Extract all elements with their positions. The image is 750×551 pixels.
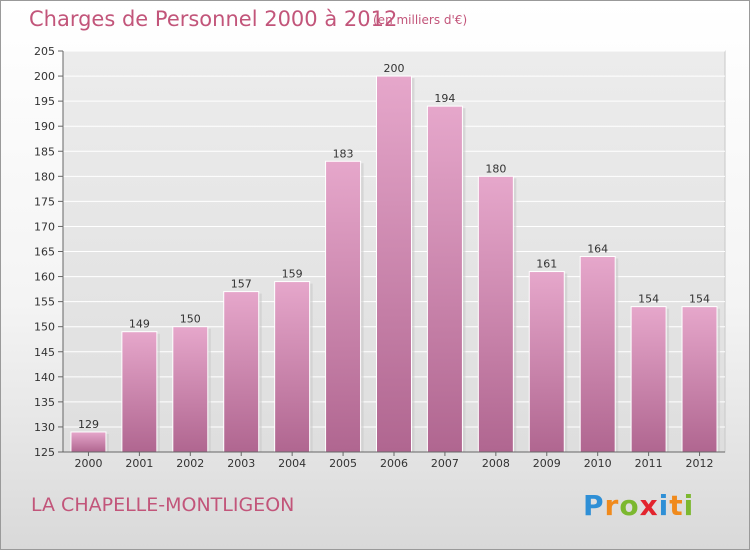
y-tick-label: 145: [34, 346, 55, 359]
bar-2006: [376, 75, 412, 453]
data-label: 154: [689, 293, 710, 306]
y-tick-label: 190: [34, 120, 55, 133]
chart-title: Charges de Personnel 2000 à 2012: [29, 7, 398, 31]
data-label: 149: [129, 318, 150, 331]
data-label: 161: [536, 258, 557, 271]
logo-letter: i: [683, 489, 695, 522]
x-tick-label: 2006: [380, 457, 408, 470]
y-tick-label: 175: [34, 195, 55, 208]
bar-2005: [325, 160, 362, 453]
bar-2003: [223, 291, 260, 453]
y-tick-label: 195: [34, 95, 55, 108]
proxiti-logo: Proxiti: [583, 489, 694, 522]
data-label: 183: [333, 147, 354, 160]
y-tick-label: 180: [34, 170, 55, 183]
y-tick-label: 125: [34, 446, 55, 459]
y-tick-label: 205: [34, 45, 55, 58]
x-tick-label: 2004: [278, 457, 306, 470]
logo-letter: o: [619, 489, 640, 522]
y-tick-label: 150: [34, 321, 55, 334]
data-label: 150: [180, 313, 201, 326]
x-tick-label: 2008: [482, 457, 510, 470]
data-label: 159: [282, 268, 303, 281]
bar-2004: [274, 281, 311, 453]
y-tick-label: 130: [34, 421, 55, 434]
x-tick-label: 2002: [176, 457, 204, 470]
y-tick-label: 200: [34, 70, 55, 83]
y-tick-label: 185: [34, 145, 55, 158]
bar-2007: [426, 105, 463, 453]
data-label: 164: [587, 243, 608, 256]
bar-2011: [630, 306, 667, 453]
x-tick-label: 2011: [635, 457, 663, 470]
y-tick-label: 135: [34, 396, 55, 409]
logo-letter: t: [669, 489, 684, 522]
y-tick-label: 155: [34, 296, 55, 309]
bar-2010: [579, 256, 616, 453]
x-tick-label: 2010: [584, 457, 612, 470]
x-tick-label: 2001: [125, 457, 153, 470]
data-label: 157: [231, 278, 252, 291]
x-tick-label: 2000: [74, 457, 102, 470]
data-label: 180: [485, 162, 506, 175]
data-label: 129: [78, 418, 99, 431]
bar-2002: [172, 326, 209, 453]
data-label: 200: [384, 62, 405, 75]
bar-2001: [121, 331, 158, 453]
commune-name: LA CHAPELLE-MONTLIGEON: [31, 494, 295, 516]
bar-2009: [528, 271, 565, 453]
x-tick-label: 2009: [533, 457, 561, 470]
y-tick-label: 140: [34, 371, 55, 384]
bar-2000: [70, 431, 107, 453]
x-tick-label: 2003: [227, 457, 255, 470]
y-tick-label: 165: [34, 246, 55, 259]
logo-letter: r: [604, 489, 620, 522]
y-tick-label: 160: [34, 271, 55, 284]
x-tick-label: 2007: [431, 457, 459, 470]
logo-letter: x: [639, 489, 659, 522]
chart-subtitle: (en milliers d'€): [373, 13, 468, 27]
logo-letter: i: [658, 489, 670, 522]
bar-2012: [681, 306, 718, 453]
x-tick-label: 2012: [686, 457, 714, 470]
bar-2008: [477, 175, 514, 453]
x-tick-label: 2005: [329, 457, 357, 470]
data-label: 194: [434, 92, 455, 105]
data-label: 154: [638, 293, 659, 306]
y-tick-label: 170: [34, 220, 55, 233]
logo-letter: P: [583, 489, 605, 522]
